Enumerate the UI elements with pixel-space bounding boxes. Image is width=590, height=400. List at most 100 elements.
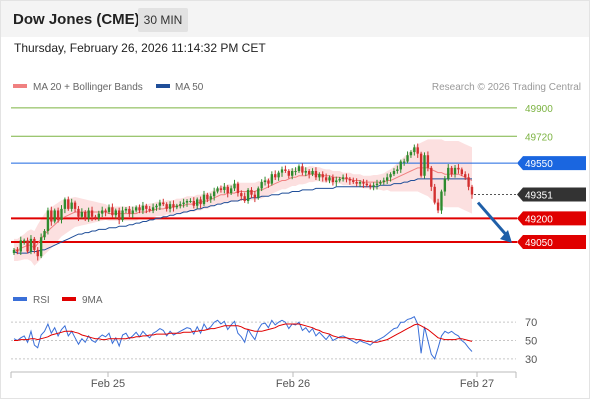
candle	[406, 151, 409, 164]
candle	[270, 171, 274, 186]
candle	[389, 172, 392, 182]
candle	[219, 185, 223, 193]
candle	[216, 186, 219, 194]
candle	[67, 196, 70, 211]
candle-body	[196, 199, 199, 206]
candle-body	[189, 200, 192, 202]
candle-body	[263, 180, 267, 183]
level-label-49050: 49050	[525, 238, 553, 249]
candle-body	[22, 240, 26, 242]
candle	[467, 173, 470, 191]
timeframe-badge[interactable]: 30 MIN	[138, 8, 188, 32]
candle-body	[365, 183, 369, 186]
candle	[280, 166, 284, 177]
level-tag-49351: 49351	[517, 187, 586, 202]
candle	[301, 163, 304, 176]
candle-body	[84, 212, 87, 219]
candle-body	[53, 210, 56, 222]
candle	[206, 192, 209, 203]
candle	[246, 188, 250, 204]
candle	[470, 184, 474, 199]
level-tag-49200: 49200	[517, 211, 586, 226]
candle	[236, 181, 240, 197]
candle-body	[56, 210, 60, 220]
candle	[168, 201, 172, 213]
candle-body	[209, 196, 212, 200]
candle-body	[206, 194, 209, 200]
candle-body	[457, 167, 460, 170]
candle	[53, 208, 56, 224]
forecast-arrow	[476, 201, 512, 244]
candle	[240, 190, 243, 201]
candle-body	[182, 202, 185, 205]
candle-body	[389, 174, 392, 178]
candle-body	[392, 171, 396, 175]
x-tick-label: Feb 25	[91, 378, 125, 390]
candle	[148, 206, 151, 213]
price-legend: MA 20 + Bollinger Bands MA 50	[13, 82, 204, 93]
level-label-49900: 49900	[525, 104, 553, 115]
candle-body	[321, 174, 324, 178]
candle-body	[277, 172, 280, 178]
candle-body	[355, 182, 358, 184]
candle	[117, 207, 121, 225]
candle	[145, 203, 148, 214]
rsi-tick-label: 50	[525, 336, 537, 348]
candle-body	[145, 205, 148, 209]
rsi-line	[13, 316, 473, 360]
rsi-tick-label: 30	[525, 354, 537, 366]
candle	[39, 233, 43, 259]
candle-body	[19, 240, 22, 252]
candle-body	[291, 171, 294, 176]
candle	[453, 165, 457, 178]
candle	[253, 190, 257, 203]
candle	[450, 165, 453, 177]
candle	[16, 247, 19, 255]
candle-body	[453, 167, 457, 175]
candle-body	[301, 166, 304, 173]
candle-body	[345, 177, 348, 179]
candle	[355, 178, 358, 187]
candle	[335, 176, 338, 187]
candle-body	[436, 202, 440, 211]
candle	[134, 205, 138, 213]
candle-body	[464, 174, 467, 178]
candle-body	[43, 230, 46, 238]
candle-body	[117, 210, 121, 220]
candle-body	[165, 204, 168, 209]
candle-body	[440, 191, 443, 211]
price-plot: 49900 49720 49550 49351 49200 49050	[11, 104, 586, 266]
candle-body	[87, 210, 90, 219]
candle	[36, 247, 39, 261]
candle	[321, 171, 324, 182]
candle	[87, 207, 90, 222]
rsi-plot: 70 50 30	[11, 316, 537, 366]
candle	[114, 208, 117, 219]
candle-body	[372, 185, 375, 187]
candle	[352, 177, 355, 184]
candle	[94, 214, 97, 221]
ma20-legend-swatch	[13, 84, 27, 88]
level-label-49550: 49550	[525, 159, 553, 170]
candle-body	[199, 199, 202, 205]
candle	[443, 176, 447, 196]
candle-body	[409, 152, 413, 156]
candle-body	[460, 169, 464, 175]
candle	[379, 180, 382, 186]
candle	[209, 193, 212, 203]
candle-body	[46, 210, 50, 231]
candle-body	[358, 182, 362, 184]
candle	[121, 206, 124, 222]
ma50-legend-label: MA 50	[175, 82, 204, 93]
candle	[396, 165, 399, 174]
candle	[399, 159, 402, 173]
candle	[297, 164, 301, 173]
candle-body	[450, 167, 453, 175]
candle-body	[416, 147, 419, 154]
candle	[80, 208, 84, 219]
candle-body	[212, 191, 216, 197]
candle-body	[294, 171, 297, 173]
candle	[233, 179, 236, 192]
candle	[165, 202, 168, 212]
